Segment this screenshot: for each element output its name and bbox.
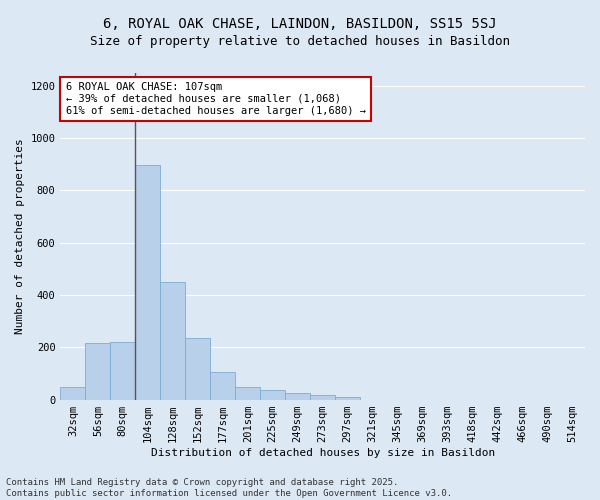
Bar <box>310 395 335 400</box>
Bar <box>335 398 360 400</box>
Bar <box>235 386 260 400</box>
Text: 6, ROYAL OAK CHASE, LAINDON, BASILDON, SS15 5SJ: 6, ROYAL OAK CHASE, LAINDON, BASILDON, S… <box>103 18 497 32</box>
Y-axis label: Number of detached properties: Number of detached properties <box>15 138 25 334</box>
Text: Contains HM Land Registry data © Crown copyright and database right 2025.
Contai: Contains HM Land Registry data © Crown c… <box>6 478 452 498</box>
Bar <box>85 344 110 400</box>
Text: 6 ROYAL OAK CHASE: 107sqm
← 39% of detached houses are smaller (1,068)
61% of se: 6 ROYAL OAK CHASE: 107sqm ← 39% of detac… <box>65 82 365 116</box>
Text: Size of property relative to detached houses in Basildon: Size of property relative to detached ho… <box>90 35 510 48</box>
Bar <box>160 282 185 400</box>
Bar <box>136 166 160 400</box>
Bar <box>210 372 235 400</box>
X-axis label: Distribution of detached houses by size in Basildon: Distribution of detached houses by size … <box>151 448 495 458</box>
Bar <box>285 393 310 400</box>
Bar <box>185 338 210 400</box>
Bar <box>110 342 136 400</box>
Bar <box>61 386 85 400</box>
Bar <box>260 390 285 400</box>
